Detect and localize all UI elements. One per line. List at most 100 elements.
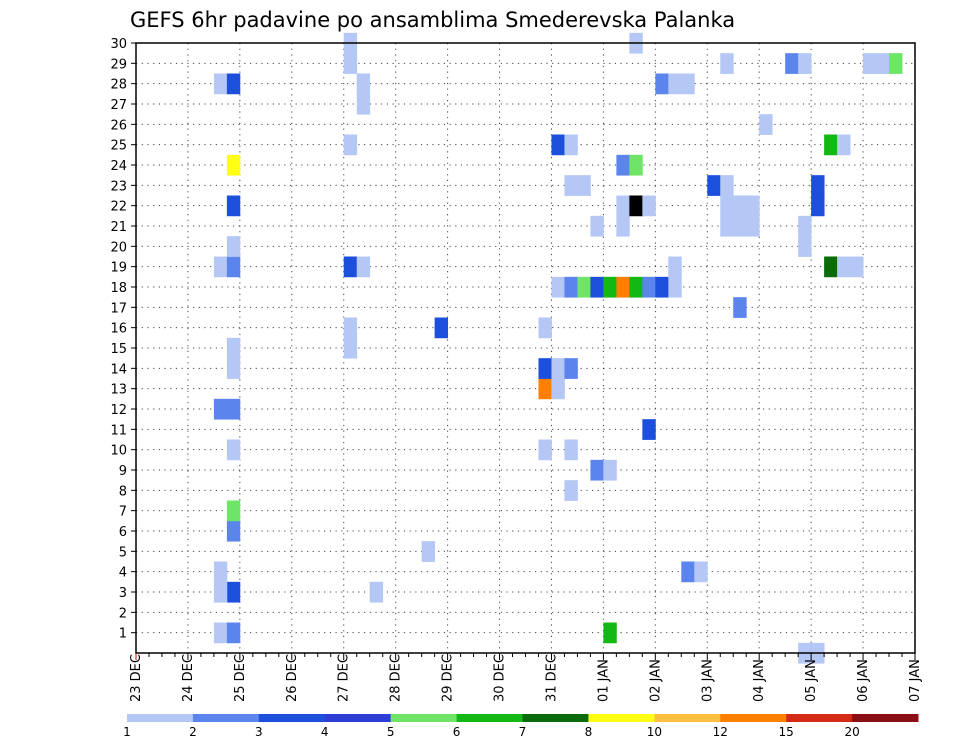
data-cell <box>421 541 436 562</box>
data-cell <box>733 215 747 237</box>
data-cell <box>213 622 228 644</box>
data-cell <box>226 398 241 420</box>
x-tick-label: 28 DEC <box>389 654 404 702</box>
data-cell <box>226 439 241 461</box>
colorbar-label: 3 <box>255 725 263 739</box>
y-tick-label: 18 <box>110 281 127 296</box>
data-cell <box>226 622 241 644</box>
data-cell <box>668 73 682 95</box>
data-cell <box>551 358 565 379</box>
y-tick-label: 15 <box>110 342 127 357</box>
x-tick-label: 24 DEC <box>181 654 196 702</box>
x-tick-label: 01 JAN <box>596 659 611 702</box>
y-tick-label: 3 <box>119 586 127 601</box>
x-tick-label: 30 DEC <box>493 654 508 702</box>
y-tick-label: 29 <box>110 57 127 72</box>
data-cell <box>213 561 228 583</box>
y-tick-label: 22 <box>110 200 127 215</box>
colorbar-label: 10 <box>647 725 662 739</box>
chart-title: GEFS 6hr padavine po ansamblima Smederev… <box>130 8 735 32</box>
data-cell <box>226 256 241 278</box>
data-cells <box>213 32 903 664</box>
data-cell <box>564 276 578 298</box>
data-cell <box>538 358 552 379</box>
data-cell <box>226 154 241 176</box>
data-cell <box>564 439 578 461</box>
data-cell <box>551 134 565 156</box>
y-tick-label: 24 <box>110 159 127 174</box>
data-cell <box>798 215 812 237</box>
data-cell <box>655 276 669 298</box>
data-cell <box>226 358 241 379</box>
y-tick-label: 16 <box>110 322 127 337</box>
colorbar-label: 1 <box>123 725 131 739</box>
y-tick-label: 28 <box>110 78 127 93</box>
data-cell <box>538 317 552 339</box>
colorbar-swatch <box>456 714 523 722</box>
colorbar-label: 5 <box>387 725 395 739</box>
data-cell <box>434 317 448 339</box>
data-cell <box>616 276 630 298</box>
data-cell <box>642 195 656 217</box>
data-cell <box>343 337 358 359</box>
grid-lines <box>135 42 916 653</box>
x-tick-label: 04 JAN <box>752 659 767 702</box>
data-cell <box>837 256 851 278</box>
colorbar-swatch <box>588 714 655 722</box>
y-tick-label: 27 <box>110 98 127 113</box>
colorbar-swatch <box>324 714 392 722</box>
colorbar-swatch <box>192 714 260 722</box>
colorbar-swatch <box>127 714 194 722</box>
x-tick-label: 26 DEC <box>285 654 300 702</box>
y-tick-label: 26 <box>110 118 127 133</box>
data-cell <box>369 581 384 603</box>
data-cell <box>564 480 578 501</box>
data-cell <box>213 256 228 278</box>
data-cell <box>629 195 643 217</box>
data-cell <box>226 581 241 603</box>
data-cell <box>746 195 760 217</box>
data-cell <box>694 561 708 583</box>
data-cell <box>642 419 656 440</box>
data-cell <box>564 175 578 196</box>
data-cell <box>876 53 890 74</box>
colorbar-label: 6 <box>453 725 461 739</box>
y-tick-label: 6 <box>119 525 127 540</box>
x-tick-label: 29 DEC <box>441 654 456 702</box>
data-cell <box>343 134 358 156</box>
y-tick-label: 12 <box>110 403 127 418</box>
data-cell <box>356 73 371 95</box>
data-cell <box>798 53 812 74</box>
data-cell <box>603 459 617 481</box>
data-cell <box>551 276 565 298</box>
data-cell <box>226 500 241 522</box>
x-tick-label: 03 JAN <box>700 659 715 702</box>
data-cell <box>343 317 358 339</box>
y-axis: 1234567891011121314151617181920212223242… <box>110 37 136 642</box>
data-cell <box>226 236 241 257</box>
data-cell <box>746 215 760 237</box>
y-tick-label: 21 <box>110 220 127 235</box>
data-cell <box>564 134 578 156</box>
x-tick-label: 25 DEC <box>233 654 248 702</box>
data-cell <box>226 520 241 542</box>
data-cell <box>720 175 734 196</box>
data-cell <box>343 256 358 278</box>
data-cell <box>616 215 630 237</box>
y-tick-label: 17 <box>110 301 127 316</box>
y-tick-label: 4 <box>119 566 127 581</box>
colorbar-swatch <box>786 714 853 722</box>
data-cell <box>720 53 734 74</box>
y-tick-label: 30 <box>110 37 127 52</box>
data-cell <box>213 73 228 95</box>
data-cell <box>577 175 591 196</box>
y-tick-label: 8 <box>119 484 127 499</box>
colorbar-swatch <box>654 714 721 722</box>
data-cell <box>798 236 812 257</box>
x-tick-label: 06 JAN <box>856 659 871 702</box>
colorbar-label: 8 <box>585 725 593 739</box>
data-cell <box>733 297 747 318</box>
colorbar-swatch <box>390 714 458 722</box>
x-axis: 23 DEC 24 DEC 25 DEC 26 DEC 27 DEC 28 DEC 29 D… <box>129 653 923 702</box>
colorbar-swatch <box>258 714 326 722</box>
